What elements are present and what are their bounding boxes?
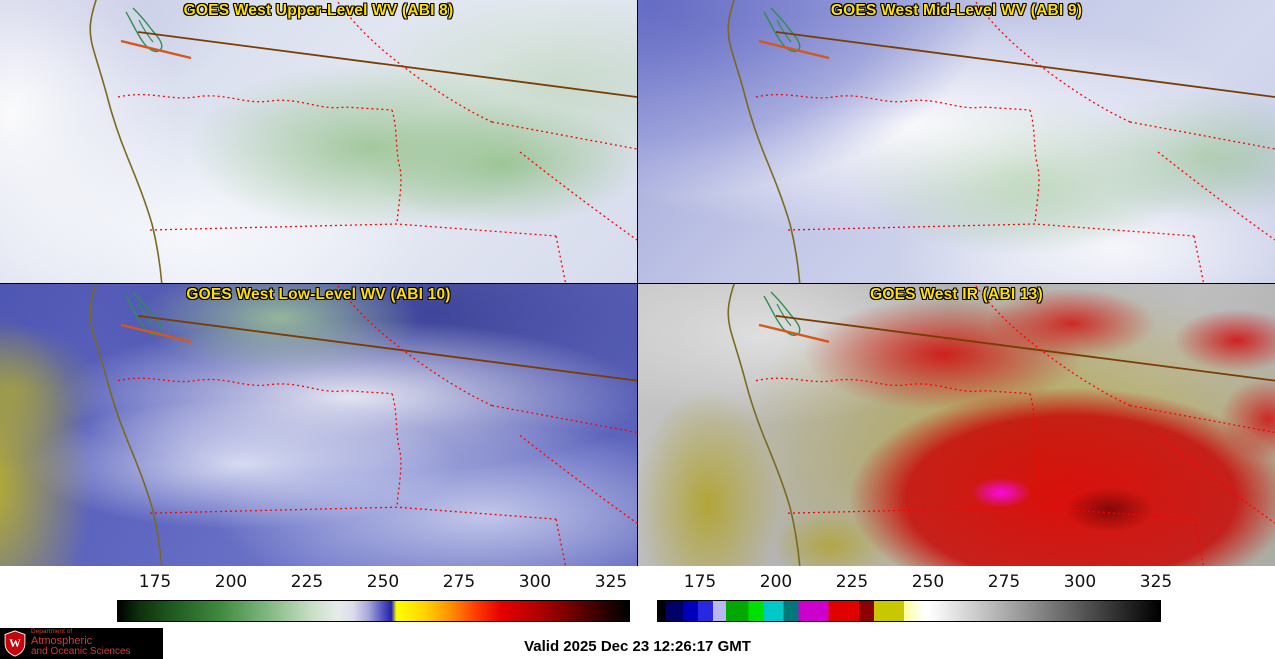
logo-atmos-line: Atmospheric bbox=[31, 635, 93, 648]
tick-label: 200 bbox=[214, 572, 248, 592]
tick-label: 250 bbox=[366, 572, 400, 592]
map-overlay bbox=[0, 284, 637, 566]
map-overlay bbox=[638, 0, 1275, 283]
wv-colorbar bbox=[117, 600, 630, 622]
tick-label: 300 bbox=[518, 572, 552, 592]
tick-label: 300 bbox=[1063, 572, 1097, 592]
map-overlay bbox=[0, 0, 637, 283]
footer-bar: 175 200 225 250 275 300 325 175 200 225 … bbox=[0, 566, 1275, 659]
svg-text:W: W bbox=[9, 637, 21, 650]
tick-label: 250 bbox=[911, 572, 945, 592]
panel-grid: GOES West Upper-Level WV (ABI 8) GOES We… bbox=[0, 0, 1275, 566]
tick-label: 225 bbox=[835, 572, 869, 592]
map-overlay bbox=[638, 284, 1275, 566]
ir-colorbar bbox=[657, 600, 1161, 622]
tick-label: 200 bbox=[759, 572, 793, 592]
valid-time: Valid 2025 Dec 23 12:26:17 GMT bbox=[524, 638, 751, 655]
logo-oceanic-line: and Oceanic Sciences bbox=[31, 646, 131, 658]
ir-colorbar-ticks: 175 200 225 250 275 300 325 bbox=[662, 572, 1194, 596]
logo-text: Department of Atmospheric and Oceanic Sc… bbox=[31, 629, 131, 657]
panel-title-ir: GOES West IR (ABI 13) bbox=[870, 286, 1043, 303]
tick-label: 325 bbox=[1139, 572, 1173, 592]
tick-label: 275 bbox=[987, 572, 1021, 592]
panel-low-level-wv: GOES West Low-Level WV (ABI 10) bbox=[0, 283, 637, 566]
panel-title-upper-wv: GOES West Upper-Level WV (ABI 8) bbox=[183, 2, 454, 19]
uw-aos-logo: W Department of Atmospheric and Oceanic … bbox=[0, 628, 163, 659]
tick-label: 175 bbox=[138, 572, 172, 592]
panel-title-mid-wv: GOES West Mid-Level WV (ABI 9) bbox=[830, 2, 1083, 19]
panel-upper-level-wv: GOES West Upper-Level WV (ABI 8) bbox=[0, 0, 637, 283]
tick-label: 225 bbox=[290, 572, 324, 592]
wv-colorbar-ticks: 175 200 225 250 275 300 325 bbox=[117, 572, 649, 596]
tick-label: 325 bbox=[594, 572, 628, 592]
uw-crest-icon: W bbox=[4, 630, 26, 657]
tick-label: 275 bbox=[442, 572, 476, 592]
logo-dept-line: Department of bbox=[31, 628, 73, 636]
panel-title-low-wv: GOES West Low-Level WV (ABI 10) bbox=[186, 286, 451, 303]
panel-mid-level-wv: GOES West Mid-Level WV (ABI 9) bbox=[637, 0, 1275, 283]
panel-ir: GOES West IR (ABI 13) bbox=[637, 283, 1275, 566]
tick-label: 175 bbox=[683, 572, 717, 592]
